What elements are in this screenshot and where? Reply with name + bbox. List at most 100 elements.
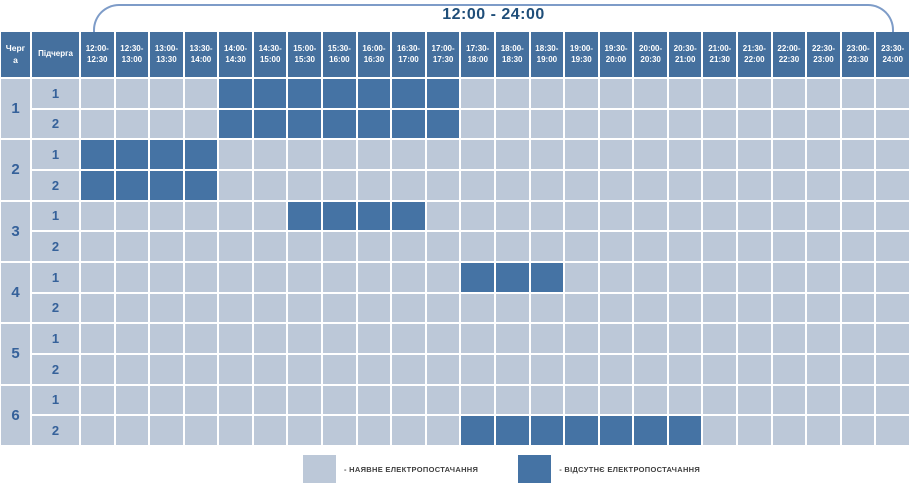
queue-label-5: 5 xyxy=(1,324,30,384)
schedule-cell xyxy=(357,262,391,292)
time-slot-line1: 16:30- xyxy=(396,44,421,54)
schedule-cell xyxy=(288,232,322,261)
schedule-cell xyxy=(876,201,909,231)
time-header-cell: 22:30- 23:00 xyxy=(807,32,840,77)
schedule-cell xyxy=(150,201,183,231)
schedule-cell xyxy=(184,324,218,353)
subqueue-label-5-1: 1 xyxy=(32,324,79,353)
schedule-cell xyxy=(495,79,529,108)
time-slot-line1: 18:00- xyxy=(500,44,524,54)
schedule-cell xyxy=(530,416,564,445)
schedule-cell xyxy=(357,109,391,139)
schedule-cell xyxy=(495,262,529,292)
schedule-cell xyxy=(184,354,218,384)
schedule-cell xyxy=(357,354,391,384)
schedule-cell xyxy=(357,232,391,261)
schedule-cell xyxy=(634,354,667,384)
time-header-cell: 13:00- 13:30 xyxy=(150,32,183,77)
schedule-cell xyxy=(253,262,287,292)
schedule-cell xyxy=(81,232,114,261)
schedule-cell xyxy=(703,262,737,292)
queue-label-3: 3 xyxy=(1,201,30,261)
schedule-cell xyxy=(738,293,771,323)
time-slot-line2: 23:00 xyxy=(813,54,834,64)
schedule-cell xyxy=(115,79,149,108)
schedule-cell xyxy=(668,170,702,200)
schedule-cell xyxy=(703,170,737,200)
schedule-cell xyxy=(357,385,391,415)
schedule-cell xyxy=(288,170,322,200)
schedule-cell xyxy=(426,293,460,323)
schedule-cell xyxy=(392,324,425,353)
time-slot-line1: 19:00- xyxy=(569,44,593,54)
schedule-cell xyxy=(219,109,252,139)
schedule-cell xyxy=(81,354,114,384)
queue-label-2: 2 xyxy=(1,140,30,200)
schedule-cell xyxy=(876,232,909,261)
time-slot-line1: 13:30- xyxy=(189,44,213,54)
time-slot-line2: 15:30 xyxy=(294,54,316,64)
schedule-cell xyxy=(184,140,218,169)
time-slot-line2: 23:30 xyxy=(847,54,869,64)
power-on-label: - НАЯВНЕ ЕЛЕКТРОПОСТАЧАННЯ xyxy=(344,464,479,474)
time-slot-line2: 16:00 xyxy=(329,54,350,64)
time-header-cell: 18:00- 18:30 xyxy=(495,32,529,77)
schedule-cell xyxy=(530,140,564,169)
schedule-cell xyxy=(253,232,287,261)
schedule-cell xyxy=(461,201,494,231)
schedule-cell xyxy=(841,201,875,231)
schedule-cell xyxy=(599,140,633,169)
time-slot-line1: 22:00- xyxy=(777,44,801,54)
schedule-cell xyxy=(668,385,702,415)
schedule-cell xyxy=(530,170,564,200)
schedule-cell xyxy=(738,354,771,384)
schedule-cell xyxy=(876,416,909,445)
schedule-cell xyxy=(738,170,771,200)
schedule-cell xyxy=(634,385,667,415)
schedule-cell xyxy=(392,354,425,384)
schedule-cell xyxy=(150,232,183,261)
time-header-cell: 12:30- 13:00 xyxy=(115,32,149,77)
schedule-cell xyxy=(772,293,806,323)
header-banner: 12:00 - 24:00 xyxy=(0,0,910,32)
schedule-cell xyxy=(807,354,840,384)
schedule-cell xyxy=(253,170,287,200)
schedule-cell xyxy=(392,262,425,292)
schedule-cell xyxy=(530,262,564,292)
time-header-cell: 13:30- 14:00 xyxy=(184,32,218,77)
schedule-cell xyxy=(530,324,564,353)
schedule-cell xyxy=(219,170,252,200)
schedule-cell xyxy=(807,324,840,353)
schedule-cell xyxy=(392,79,425,108)
schedule-cell xyxy=(357,416,391,445)
schedule-cell xyxy=(738,79,771,108)
schedule-cell xyxy=(115,354,149,384)
subqueue-label-6-2: 2 xyxy=(32,416,79,445)
corner-header-cherga: Черга xyxy=(1,32,30,77)
time-slot-line1: 17:00- xyxy=(431,44,455,54)
schedule-cell xyxy=(461,109,494,139)
schedule-cell xyxy=(219,293,252,323)
schedule-cell xyxy=(253,201,287,231)
schedule-cell xyxy=(565,262,598,292)
schedule-cell xyxy=(530,354,564,384)
schedule-cell xyxy=(219,79,252,108)
schedule-cell xyxy=(807,140,840,169)
time-slot-line2: 21:00 xyxy=(674,54,696,64)
schedule-cell xyxy=(495,324,529,353)
schedule-cell xyxy=(495,232,529,261)
time-slot-line2: 22:00 xyxy=(744,54,765,64)
schedule-cell xyxy=(703,79,737,108)
schedule-cell xyxy=(357,201,391,231)
schedule-cell xyxy=(599,354,633,384)
schedule-cell xyxy=(495,140,529,169)
queue-label-6: 6 xyxy=(1,385,30,445)
schedule-cell xyxy=(876,170,909,200)
schedule-table: Черга Підчерга 12:00- 12:30 12:30- 13:00 13:00… xyxy=(1,32,909,445)
schedule-cell xyxy=(876,109,909,139)
schedule-cell xyxy=(219,140,252,169)
schedule-cell xyxy=(634,170,667,200)
time-slot-line1: 14:30- xyxy=(258,44,282,54)
schedule-cell xyxy=(599,385,633,415)
schedule-cell xyxy=(634,262,667,292)
